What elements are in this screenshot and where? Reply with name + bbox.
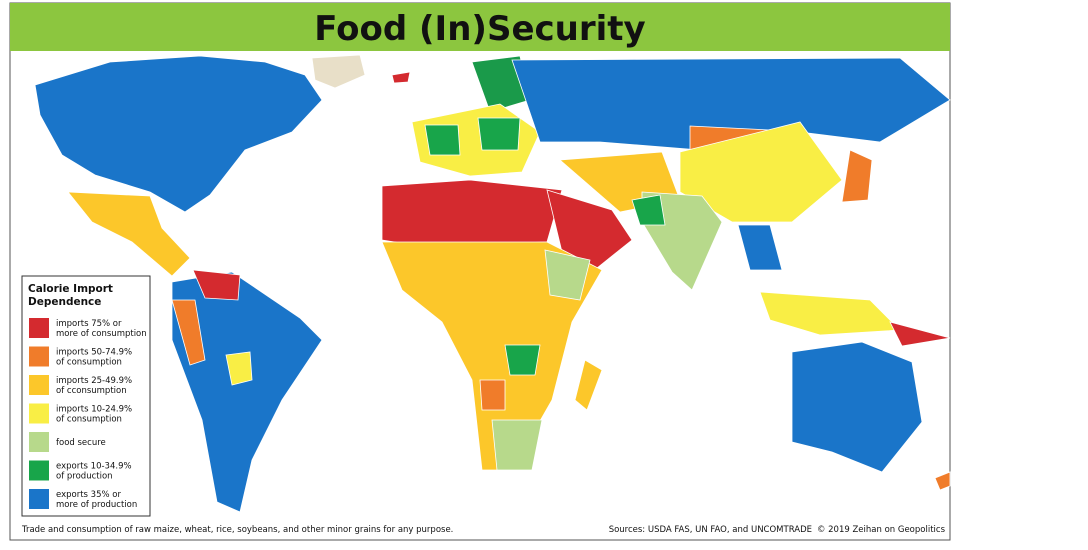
indonesia: [759, 291, 901, 336]
se-asia: [737, 224, 783, 271]
world-map: [34, 54, 951, 513]
legend-label: imports 10-24.9%: [56, 405, 132, 415]
japan: [841, 149, 873, 203]
north-america: [34, 55, 323, 213]
legend-swatch: [29, 489, 49, 509]
legend-label: of consumption: [56, 358, 122, 368]
angola: [479, 379, 506, 411]
zambia: [504, 344, 541, 376]
title-bar: [10, 3, 950, 51]
legend-swatch: [29, 460, 49, 481]
china: [679, 121, 843, 223]
legend-label: food secure: [56, 438, 106, 448]
southern-africa: [491, 419, 543, 471]
venezuela: [192, 269, 241, 301]
title: Food (In)Security: [314, 9, 645, 49]
france: [424, 124, 461, 156]
legend-label: imports 50-74.9%: [56, 348, 132, 358]
legend-label: imports 75% or: [56, 319, 122, 329]
legend-label: of cconsumption: [56, 386, 127, 396]
footnote: Trade and consumption of raw maize, whea…: [21, 525, 453, 535]
sources: Sources: USDA FAS, UN FAO, and UNCOMTRAD…: [609, 525, 812, 535]
australia: [791, 341, 923, 473]
iceland: [391, 71, 411, 84]
legend-label: more of consumption: [56, 329, 147, 339]
legend-title: Dependence: [28, 296, 101, 308]
papua-new-guinea: [889, 321, 951, 347]
central-europe: [477, 117, 521, 151]
greenland: [311, 54, 366, 89]
ethiopia: [544, 249, 591, 301]
legend-swatch: [29, 346, 49, 367]
legend-label: of consumption: [56, 415, 122, 425]
south-america: [171, 271, 323, 513]
arabia: [546, 189, 633, 273]
pakistan: [631, 194, 666, 226]
legend-label: of production: [56, 472, 113, 482]
legend-label: more of production: [56, 500, 137, 510]
legend-title: Calorie Import: [28, 283, 113, 295]
bolivia: [225, 351, 253, 386]
legend-label: imports 25-49.9%: [56, 376, 132, 386]
legend-swatch: [29, 318, 49, 338]
legend-swatch: [29, 375, 49, 395]
peru: [171, 299, 206, 366]
legend-label: exports 35% or: [56, 490, 121, 500]
legend-swatch: [29, 432, 49, 452]
legend: Calorie Import Dependence imports 75% or…: [21, 275, 151, 517]
madagascar: [574, 359, 603, 411]
legend-label: exports 10-34.9%: [56, 462, 132, 472]
credit: © 2019 Zeihan on Geopolitics: [817, 525, 946, 535]
north-africa: [381, 179, 563, 247]
central-america: [67, 191, 191, 277]
new-zealand: [934, 471, 951, 491]
legend-swatch: [29, 403, 49, 424]
